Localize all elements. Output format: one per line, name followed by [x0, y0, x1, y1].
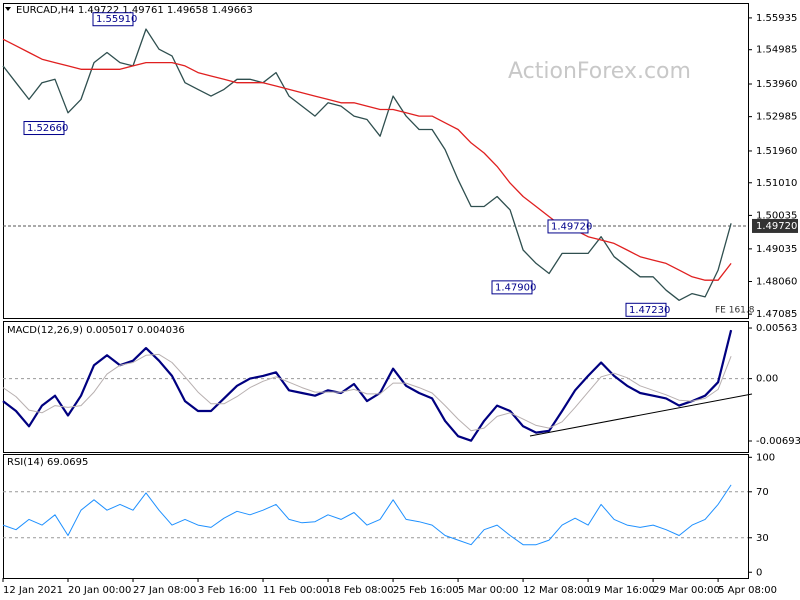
y-tick-label: 0: [756, 567, 762, 578]
rsi-title: RSI(14) 69.0695: [7, 457, 88, 468]
x-tick-label: 27 Jan 08:00: [133, 585, 196, 596]
series-line: [2, 38, 732, 281]
y-tick-label: 1.50035: [756, 210, 797, 221]
price-panel: [3, 3, 749, 319]
x-tick-label: 19 Mar 16:00: [588, 585, 655, 596]
x-tick-label: 3 Feb 16:00: [198, 585, 257, 596]
x-tick-label: 5 Mar 00:00: [458, 585, 518, 596]
y-tick-label: -0.006935: [756, 436, 800, 447]
x-tick-label: 20 Jan 00:00: [68, 585, 131, 596]
y-tick-label: 100: [756, 452, 775, 463]
y-tick-label: 1.47085: [756, 309, 797, 320]
series-line: [2, 353, 732, 432]
macd-title: MACD(12,26,9) 0.005017 0.004036: [7, 325, 185, 336]
annotation-box: [92, 12, 134, 27]
series-line: [2, 28, 732, 301]
macd-panel: [3, 321, 749, 453]
y-tick-label: 1.51960: [756, 146, 797, 157]
x-tick-label: 29 Mar 00:00: [653, 585, 720, 596]
y-tick-label: 1.54985: [756, 45, 797, 56]
x-tick-label: 18 Feb 08:00: [328, 585, 394, 596]
y-tick-label: 70: [756, 487, 769, 498]
trend-line: [529, 393, 753, 437]
annotation-label: 1.52660: [27, 123, 68, 134]
y-tick-label: 0.00563: [756, 323, 797, 334]
y-tick-label: 1.49035: [756, 244, 797, 255]
y-tick-label: 1.52985: [756, 112, 797, 123]
annotation-label: 1.49720: [551, 221, 592, 232]
series-line: [2, 484, 732, 546]
x-tick-label: 5 Apr 08:00: [718, 585, 777, 596]
menu-arrow: [5, 7, 11, 11]
series-line: [2, 329, 733, 442]
x-tick-label: 12 Jan 2021: [3, 585, 63, 596]
y-tick-label: 1.55935: [756, 13, 797, 24]
current-price-label: 1.49720: [756, 221, 797, 232]
x-tick-label: 11 Feb 00:00: [263, 585, 329, 596]
annotation-box: [625, 302, 667, 317]
annotation-label: 1.55910: [96, 14, 137, 25]
annotation-box: [23, 121, 65, 136]
annotation-box: [547, 219, 589, 234]
rsi-panel: [3, 454, 749, 579]
x-tick-label: 12 Mar 08:00: [523, 585, 590, 596]
fe-label: FE 161.8: [715, 306, 755, 316]
y-tick-label: 1.53960: [756, 79, 797, 90]
annotation-label: 1.47230: [629, 305, 670, 316]
y-tick-label: 30: [756, 533, 769, 544]
y-tick-label: 1.51010: [756, 178, 797, 189]
chart-title: EURCAD,H4 1.49722 1.49761 1.49658 1.4966…: [16, 5, 253, 16]
x-tick-label: 25 Feb 16:00: [393, 585, 459, 596]
annotation-label: 1.47900: [495, 282, 536, 293]
current-price-box: [752, 218, 798, 233]
y-tick-label: 0.00: [756, 374, 778, 385]
watermark: ActionForex.com: [508, 59, 691, 84]
annotation-box: [491, 280, 533, 295]
y-tick-label: 1.48060: [756, 277, 797, 288]
